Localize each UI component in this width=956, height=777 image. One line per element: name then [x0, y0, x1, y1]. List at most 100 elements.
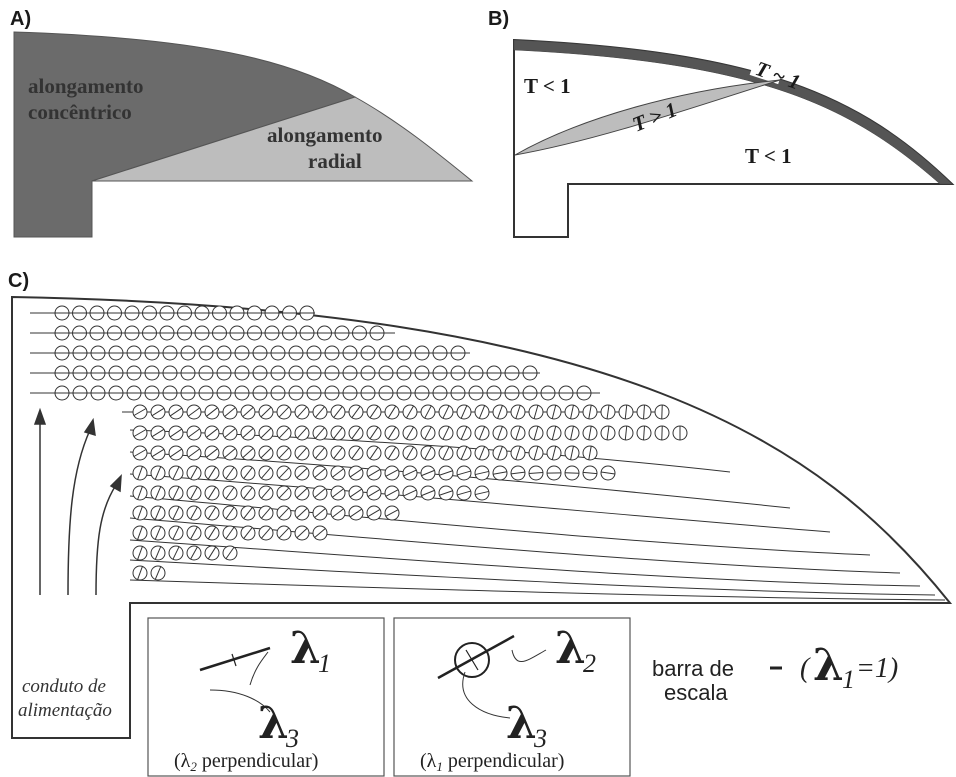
strain-marker: [348, 465, 364, 481]
strain-marker: [168, 465, 184, 481]
strain-marker: [150, 525, 166, 541]
legend-leaders-left: [209, 651, 271, 713]
strain-marker: [247, 325, 262, 341]
strain-marker: [546, 445, 562, 461]
strain-marker: [72, 365, 88, 381]
strain-marker: [582, 465, 598, 481]
strain-marker: [252, 345, 268, 361]
strain-marker: [600, 404, 616, 420]
strain-marker: [198, 365, 214, 381]
radial-stretching-region: [91, 96, 474, 182]
strain-marker: [420, 485, 436, 501]
strain-marker: [528, 425, 544, 441]
strain-marker: [510, 445, 526, 461]
strain-marker: [600, 425, 616, 441]
strain-marker: [420, 404, 436, 420]
strain-marker: [468, 365, 484, 381]
legend-right-lambda-top: λ: [555, 623, 586, 674]
strain-marker: [468, 385, 484, 401]
radial-label-line1: alongamento: [267, 123, 383, 147]
strain-marker: [294, 505, 310, 521]
strain-marker: [204, 445, 220, 461]
strain-marker: [72, 345, 88, 361]
strain-marker: [384, 445, 400, 461]
strain-marker: [132, 425, 148, 441]
strain-marker: [330, 404, 346, 420]
legend-left-lambda-top: λ: [290, 623, 321, 674]
strain-marker: [342, 385, 358, 401]
strain-marker: [522, 365, 538, 381]
panel-c-label: C): [8, 270, 29, 292]
strain-marker: [168, 425, 184, 441]
strain-marker: [90, 365, 106, 381]
strain-marker: [312, 525, 328, 541]
strain-marker: [222, 445, 238, 461]
strain-marker: [252, 385, 268, 401]
strain-marker: [258, 465, 274, 481]
strain-marker: [186, 445, 202, 461]
strain-marker: [186, 425, 202, 441]
strain-marker: [212, 325, 227, 341]
strain-marker: [369, 325, 385, 341]
strain-marker: [270, 385, 286, 401]
legend-left-lambda-top-sub: 1: [318, 649, 331, 678]
strain-marker: [294, 404, 310, 420]
strain-marker: [72, 385, 88, 401]
strain-marker: [486, 385, 502, 401]
strain-marker: [198, 345, 214, 361]
rim-band: [513, 39, 953, 185]
strain-marker: [456, 404, 472, 420]
strain-marker: [564, 465, 580, 481]
strain-marker: [240, 445, 256, 461]
strain-marker: [348, 404, 364, 420]
strain-marker: [177, 325, 192, 341]
t-less-upper-label: T < 1: [524, 74, 571, 98]
strain-marker: [168, 404, 184, 420]
strain-marker: [276, 505, 292, 521]
scale-bar-label-line2: escala: [664, 680, 728, 705]
strain-marker: [420, 425, 436, 441]
strain-marker: [132, 404, 148, 420]
concentric-label-line1: alongamento: [28, 74, 144, 98]
legend-lambda2-axis: [437, 634, 515, 680]
strain-marker: [222, 404, 238, 420]
strain-marker: [576, 385, 592, 401]
strain-marker: [144, 345, 160, 361]
strain-marker: [132, 565, 148, 581]
legend-right-lambda-bottom: λ: [506, 698, 537, 749]
strain-marker: [546, 425, 562, 441]
strain-marker: [162, 345, 178, 361]
strain-marker: [126, 385, 142, 401]
strain-marker: [564, 404, 580, 420]
strain-marker: [168, 505, 184, 521]
strain-marker: [186, 485, 202, 501]
strain-marker: [186, 525, 202, 541]
strain-marker: [312, 425, 328, 441]
strain-marker: [54, 365, 70, 381]
scale-bar-eq-open: (: [800, 653, 811, 684]
strain-marker: [396, 365, 412, 381]
strain-marker: [294, 465, 310, 481]
strain-marker: [342, 365, 358, 381]
strain-marker: [438, 425, 454, 441]
legend-box-lambda2-frame: [147, 617, 385, 777]
strain-marker: [142, 305, 157, 321]
strain-marker: [132, 525, 148, 541]
strain-marker: [162, 385, 178, 401]
strain-marker: [456, 425, 472, 441]
feed-arrows: [33, 407, 122, 596]
strain-marker: [234, 345, 250, 361]
strain-marker: [414, 345, 430, 361]
strain-marker: [72, 325, 87, 341]
strain-marker: [54, 345, 70, 361]
strain-marker: [582, 404, 598, 420]
strain-marker: [282, 305, 297, 321]
strain-marker: [420, 465, 436, 481]
strain-marker: [654, 425, 670, 441]
strain-marker: [234, 365, 250, 381]
strain-marker: [108, 365, 124, 381]
strain-marker: [204, 425, 220, 441]
strain-marker: [186, 505, 202, 521]
strain-marker: [432, 365, 448, 381]
